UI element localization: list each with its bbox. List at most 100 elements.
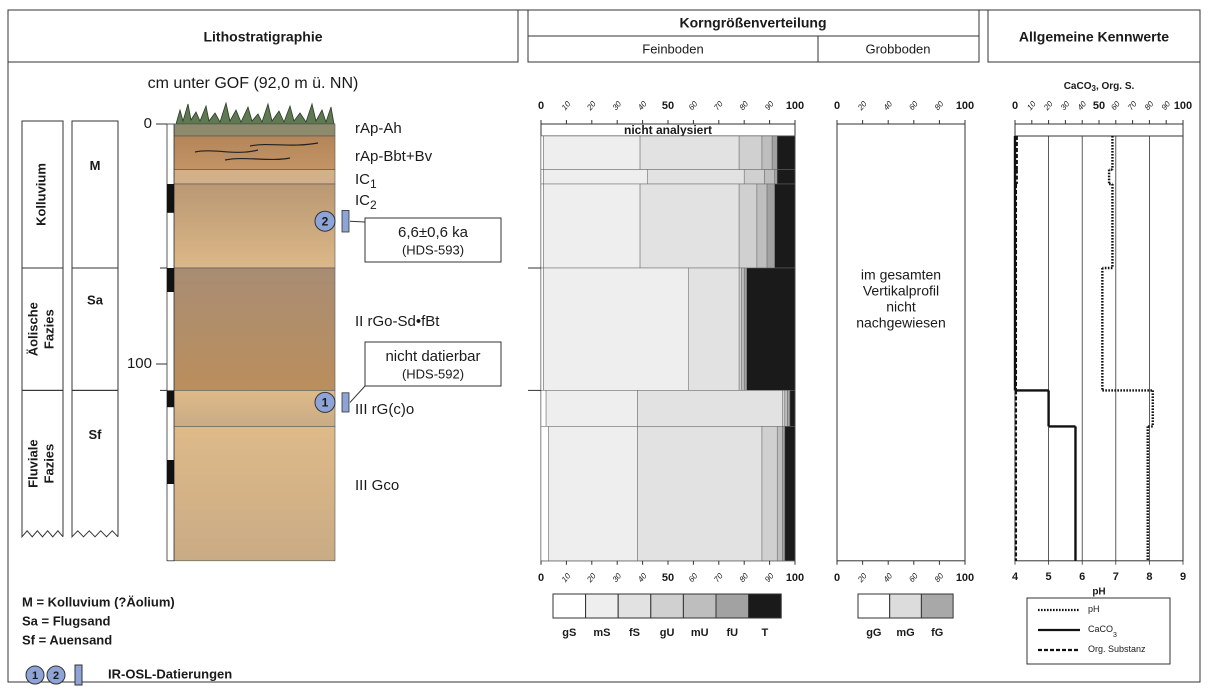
grain-segment	[761, 426, 778, 562]
tick-label: 70	[1126, 99, 1139, 112]
depth-bar-segment	[167, 268, 174, 292]
tick-label: 40	[882, 571, 895, 584]
depth-bar	[166, 123, 175, 562]
grain-segment	[540, 183, 544, 269]
horizon-label: II rGo-Sd•fBt	[355, 313, 440, 330]
tick-label: 0	[538, 100, 544, 112]
tick-label: 80	[738, 571, 751, 584]
line-legend-label: pH	[1088, 604, 1100, 614]
grain-segment	[543, 169, 648, 185]
tick-label: 40	[636, 571, 649, 584]
grain-segment	[540, 135, 544, 170]
tick-label: 20	[1041, 99, 1055, 113]
legend-label: T	[762, 627, 769, 639]
osl-age: nicht datierbar	[385, 348, 480, 365]
osl-connector	[349, 220, 366, 223]
lamella	[249, 142, 319, 147]
horizon	[173, 390, 336, 427]
osl-lab: (HDS-593)	[402, 242, 464, 257]
ph-tick-label: 4	[1012, 571, 1019, 583]
unit-name: Kolluvium	[33, 163, 48, 226]
grain-segment	[746, 267, 796, 391]
unit-code: Sa	[87, 293, 104, 308]
ph-tick-label: 5	[1046, 571, 1052, 583]
tick-label: 60	[1109, 99, 1122, 112]
legend-label: gU	[660, 627, 675, 639]
unit-box	[71, 120, 119, 269]
tick-label: 90	[763, 571, 776, 584]
horizon	[173, 169, 336, 185]
grain-segment	[761, 135, 773, 170]
legend-label: mS	[593, 627, 610, 639]
grain-segment	[784, 426, 796, 562]
osl-circle	[314, 391, 336, 413]
header-subtitle: Feinboden	[642, 41, 703, 56]
horizon	[173, 267, 336, 391]
osl-box	[364, 341, 502, 387]
horizon-label-main: IC	[355, 171, 370, 188]
header-title: Lithostratigraphie	[203, 29, 322, 45]
legend-label: gS	[562, 627, 576, 639]
horizon-label: IC1	[355, 171, 377, 191]
unit-name: Fazies	[41, 444, 56, 484]
tick-label: 100	[786, 572, 804, 584]
tick-label: 50	[662, 572, 674, 584]
tick-label: 70	[712, 571, 725, 584]
osl-sample	[341, 392, 350, 413]
horizon-label: III rG(c)o	[355, 401, 414, 418]
ph-tick-label: 6	[1079, 571, 1085, 583]
depth-tick-label: 100	[127, 355, 152, 372]
coarse-note: im gesamten	[861, 267, 941, 283]
horizon-label-main: III rG(c)o	[355, 401, 414, 418]
tick-label: 80	[933, 571, 946, 584]
grain-segment	[647, 169, 745, 185]
tick-label: 60	[687, 571, 700, 584]
header-title: Allgemeine Kennwerte	[1019, 29, 1169, 45]
osl-number: 2	[322, 214, 329, 228]
legend-swatch	[617, 593, 652, 619]
header-box	[817, 35, 980, 63]
grain-segment	[738, 183, 758, 269]
grain-segment	[784, 390, 788, 427]
grain-segment	[789, 390, 796, 427]
horizon-label-main: rAp-Ah	[355, 120, 402, 137]
depth-bar-segment	[167, 460, 174, 484]
grain-segment	[738, 267, 742, 391]
tick-label: 10	[560, 571, 573, 584]
grain-segment	[540, 390, 547, 427]
grain-segment	[774, 183, 796, 269]
tick-label: 100	[956, 572, 974, 584]
legend-swatch	[920, 593, 954, 619]
depth-bar-segment	[167, 184, 174, 213]
horizon-label: rAp-Ah	[355, 120, 402, 137]
line-legend-label: CaCO3	[1088, 624, 1117, 638]
legend-label: fS	[629, 627, 640, 639]
legend-label: gG	[866, 627, 881, 639]
depth-label: cm unter GOF (92,0 m ü. NN)	[148, 75, 359, 92]
tick-label: 0	[834, 100, 840, 112]
grain-segment	[543, 267, 689, 391]
lamella	[224, 157, 291, 161]
header-subtitle: Grobboden	[865, 41, 930, 56]
tick-label: 40	[636, 99, 649, 112]
horizon	[173, 183, 336, 269]
kennwerte-title: CaCO3, Org. S.	[1064, 81, 1135, 93]
tick-label: 90	[1160, 99, 1173, 112]
grain-segment	[764, 169, 775, 185]
not-analysed: nicht analysiert	[624, 123, 712, 137]
grain-segment	[548, 426, 638, 562]
osl-circle	[314, 210, 336, 232]
grain-segment	[637, 390, 783, 427]
legend-text: IR-OSL-Datierungen	[108, 666, 232, 681]
unit-box	[21, 389, 64, 539]
grain-segment	[743, 267, 747, 391]
tick-label: 10	[560, 99, 573, 112]
line-legend-label-main: CaCO	[1088, 624, 1113, 634]
grain-segment	[637, 426, 763, 562]
depth-tick-label: 0	[144, 115, 152, 132]
header-box	[7, 9, 519, 63]
coarse-note: Vertikalprofil	[863, 283, 939, 299]
tick-label: 20	[855, 571, 869, 585]
